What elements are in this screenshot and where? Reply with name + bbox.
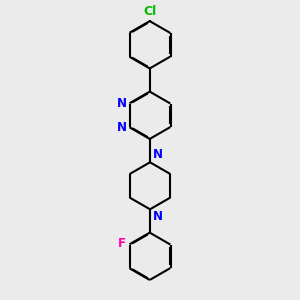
Text: N: N (153, 148, 163, 161)
Text: N: N (117, 97, 127, 110)
Text: N: N (117, 121, 127, 134)
Text: Cl: Cl (143, 5, 157, 18)
Text: F: F (118, 237, 126, 250)
Text: N: N (153, 211, 163, 224)
